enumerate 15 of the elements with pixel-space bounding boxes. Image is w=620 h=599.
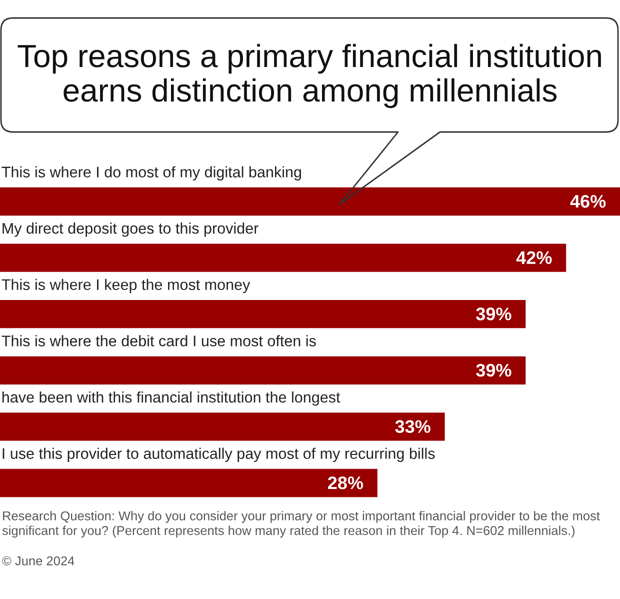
- y-tick-label: My direct deposit goes to this provider: [2, 222, 258, 237]
- y-tick-label: This is where I do most of my digital banking: [2, 166, 301, 180]
- data-label: 33%: [395, 420, 430, 433]
- text: © June 2024: [2, 556, 74, 566]
- y-tick-label: have been with this financial institution the longest: [2, 391, 340, 406]
- y-tick-label: I use this provider to automatically pay most of my recurring bills: [2, 448, 435, 462]
- text: Research Question: Why do you consider your primary or most important financial provider to be the most significant for you? (Percent represents how many rated the reason in their Top 4. N=602 millennials.): [2, 511, 600, 538]
- data-label: 39%: [476, 308, 512, 320]
- y-tick-label: This is where I keep the most money: [2, 278, 250, 294]
- y-tick-label: This is where the debit card I use most often is: [2, 335, 316, 346]
- data-label: 28%: [328, 476, 364, 490]
- data-label: 46%: [570, 194, 606, 208]
- data-label: 42%: [516, 251, 552, 264]
- data-label: 39%: [476, 364, 512, 377]
- chart-title: Top reasons a primary financial institution earns distinction among millennials: [18, 44, 601, 108]
